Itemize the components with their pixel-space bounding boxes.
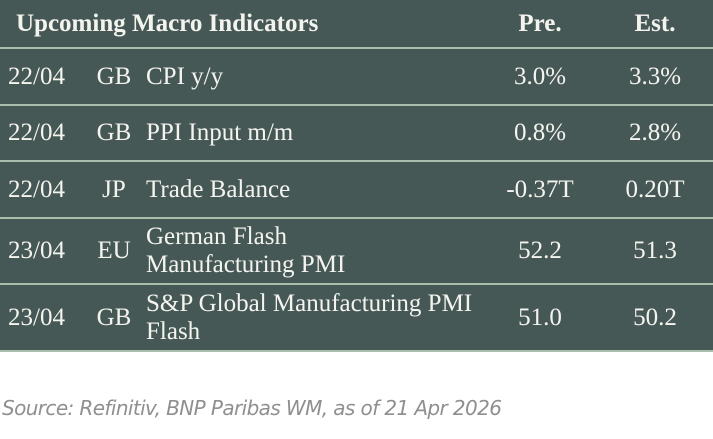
table-row: 22/04 JP Trade Balance -0.37T 0.20T xyxy=(0,162,713,219)
country: GB xyxy=(96,303,132,331)
col-header-pre: Pre. xyxy=(518,9,562,37)
source-note: Source: Refinitiv, BNP Paribas WM, as of… xyxy=(2,396,502,420)
previous-value: 51.0 xyxy=(518,303,562,331)
estimate-value: 51.3 xyxy=(633,237,677,264)
indicator: German Flash Manufacturing PMI xyxy=(146,223,346,278)
indicator: CPI y/y xyxy=(146,62,224,90)
indicator: S&P Global Manufacturing PMI Flash xyxy=(146,289,473,345)
table-header: Upcoming Macro Indicators Pre. Est. xyxy=(0,0,713,49)
table-row: 22/04 GB CPI y/y 3.0% 3.3% xyxy=(0,49,713,106)
date: 23/04 xyxy=(8,237,65,264)
table-row: 23/04 GB S&P Global Manufacturing PMI Fl… xyxy=(0,285,713,352)
previous-value: 0.8% xyxy=(513,119,567,146)
previous-value: -0.37T xyxy=(506,175,574,203)
estimate-value: 3.3% xyxy=(628,62,682,90)
country: EU xyxy=(97,237,131,264)
indicator: Trade Balance xyxy=(146,175,291,203)
indicator: PPI Input m/m xyxy=(146,119,294,146)
table-row: 22/04 GB PPI Input m/m 0.8% 2.8% xyxy=(0,106,713,162)
table-row: 23/04 EU German Flash Manufacturing PMI … xyxy=(0,219,713,285)
estimate-value: 0.20T xyxy=(625,175,685,203)
date: 22/04 xyxy=(8,119,65,146)
country: JP xyxy=(102,175,126,203)
macro-indicators-table: Upcoming Macro Indicators Pre. Est. 22/0… xyxy=(0,0,713,352)
previous-value: 52.2 xyxy=(518,237,562,264)
previous-value: 3.0% xyxy=(513,62,567,90)
country: GB xyxy=(96,62,132,90)
estimate-value: 50.2 xyxy=(633,303,677,331)
table-title: Upcoming Macro Indicators xyxy=(16,9,319,37)
date: 22/04 xyxy=(8,62,65,90)
country: GB xyxy=(96,119,132,146)
date: 23/04 xyxy=(8,303,65,331)
col-header-est: Est. xyxy=(634,9,676,37)
estimate-value: 2.8% xyxy=(628,119,682,146)
date: 22/04 xyxy=(8,175,65,203)
